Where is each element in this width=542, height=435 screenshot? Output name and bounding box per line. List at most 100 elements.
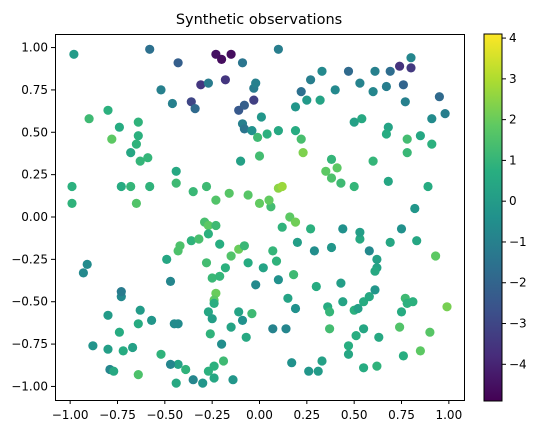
data-point [425, 327, 435, 337]
colorbar-tick-label: −2 [509, 276, 527, 290]
data-point [215, 239, 225, 249]
data-point [251, 280, 261, 290]
data-point [103, 105, 113, 115]
data-point [196, 80, 206, 90]
data-point [271, 256, 282, 266]
data-point [253, 132, 263, 142]
data-point [135, 305, 145, 315]
data-point [254, 198, 265, 208]
data-point [277, 222, 287, 232]
data-point [423, 181, 433, 192]
data-point [304, 366, 314, 376]
data-point [317, 356, 327, 366]
colorbar-tick-label: 2 [509, 113, 517, 127]
y-tick-label: −0.75 [11, 337, 48, 351]
data-point [256, 112, 266, 122]
data-point [402, 148, 412, 158]
data-point [118, 346, 128, 356]
data-point [332, 163, 342, 173]
data-point [325, 324, 335, 334]
data-point [243, 190, 253, 200]
data-point [114, 327, 124, 337]
data-point [317, 66, 327, 76]
data-point [171, 166, 181, 176]
data-point [385, 66, 395, 76]
data-point [209, 361, 219, 371]
data-point [243, 258, 253, 268]
y-tick-label: −0.50 [11, 295, 48, 309]
data-point [355, 234, 365, 244]
data-point [268, 246, 278, 256]
plot-area [67, 44, 452, 388]
data-point [410, 203, 420, 214]
data-point [128, 342, 138, 353]
data-point [143, 153, 153, 163]
data-point [211, 195, 221, 205]
data-point [84, 114, 94, 124]
x-tick-label: −0.25 [194, 408, 231, 422]
colorbar-gradient [483, 33, 503, 402]
data-point [357, 114, 367, 124]
data-point [173, 58, 183, 68]
data-point [415, 346, 425, 356]
data-point [290, 303, 301, 314]
data-point [103, 310, 113, 320]
data-point [69, 49, 79, 59]
data-point [264, 195, 274, 205]
x-tick-label: 0.50 [341, 408, 368, 422]
data-point [173, 246, 183, 256]
data-point [349, 181, 359, 192]
data-point [224, 188, 234, 198]
data-point [309, 246, 319, 256]
data-point [249, 95, 259, 105]
data-point [220, 263, 230, 273]
colorbar-tick-label: −4 [509, 357, 527, 371]
colorbar-tick-label: −1 [509, 235, 527, 249]
data-point [133, 370, 143, 380]
data-point [289, 270, 299, 280]
data-point [67, 181, 77, 192]
data-point [321, 166, 331, 176]
data-point [281, 324, 291, 334]
data-point [133, 117, 143, 127]
data-point [126, 148, 136, 158]
data-point [251, 78, 261, 88]
data-point [370, 266, 380, 276]
y-axis: −1.00 −0.75 −0.50 −0.25 0.00 0.25 0.50 0.75 1.00 [11, 41, 55, 393]
x-tick-label: 0.75 [388, 408, 415, 422]
data-point [402, 134, 412, 144]
data-point [402, 298, 412, 308]
data-point [165, 359, 176, 369]
data-point [171, 178, 181, 188]
data-point [201, 181, 212, 192]
data-point [186, 97, 196, 107]
x-tick-label: −0.75 [99, 408, 136, 422]
data-point [145, 44, 155, 54]
data-point [395, 322, 405, 332]
data-point [203, 229, 213, 239]
data-point [78, 268, 88, 278]
data-point [116, 287, 126, 297]
colorbar-tick-label: 4 [509, 31, 517, 45]
data-point [201, 258, 212, 268]
data-point [226, 49, 236, 59]
data-point [290, 217, 301, 227]
data-point [262, 129, 272, 139]
data-point [368, 156, 378, 166]
data-point [287, 358, 297, 368]
data-point [412, 236, 422, 246]
data-point [220, 75, 230, 85]
x-tick-label: 0.00 [246, 408, 273, 422]
data-point [336, 278, 346, 288]
data-point [156, 349, 166, 359]
data-point [116, 181, 126, 192]
data-point [145, 181, 155, 192]
data-point [215, 271, 225, 281]
data-point [431, 251, 441, 261]
data-point [330, 85, 340, 95]
data-point [400, 97, 410, 107]
data-point [173, 359, 183, 369]
data-point [209, 298, 219, 308]
data-point [194, 234, 204, 244]
